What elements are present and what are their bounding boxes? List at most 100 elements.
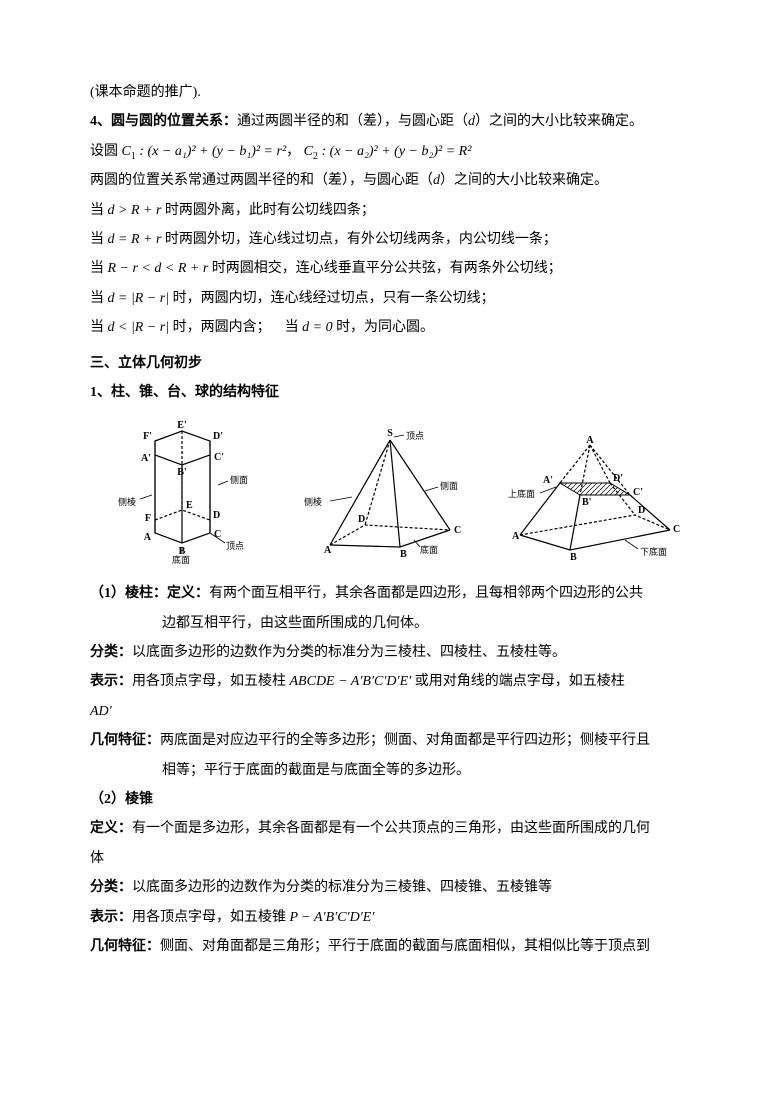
heading-sub-1: 1、柱、锥、台、球的结构特征 — [90, 378, 690, 407]
figure-prism: F' E' D' A' B' C' F E D A B C 侧面 侧棱 顶点 底… — [90, 415, 290, 565]
text-line: 当 d = R + r 时两圆外切，连心线过切点，有外公切线两条，内公切线一条； — [90, 225, 690, 254]
text: 当 — [90, 203, 104, 218]
text: 时两圆相交，连心线垂直平分公共弦，有两条外公切线； — [212, 261, 562, 276]
svg-text:F: F — [145, 513, 151, 524]
label-feature: 几何特征： — [90, 733, 160, 748]
text-line: 当 d > R + r 时两圆外离，此时有公切线四条； — [90, 196, 690, 225]
math: d > R + r — [108, 203, 162, 218]
text-line: 分类：以底面多边形的边数作为分类的标准分为三棱锥、四棱锥、五棱锥等 — [90, 873, 690, 902]
text-line: (课本命题的推广). — [90, 78, 690, 107]
text-line: 表示：用各顶点字母，如五棱柱 ABCDE − A′B′C′D′E′ 或用对角线的… — [90, 667, 690, 696]
svg-text:侧面: 侧面 — [440, 480, 458, 491]
math: d = |R − r| — [108, 291, 170, 306]
text: ）之间的大小比较来确定。 — [440, 173, 608, 188]
text-line: 当 d = |R − r| 时，两圆内切，连心线经过切点，只有一条公切线； — [90, 284, 690, 313]
label-notation: 表示： — [90, 674, 132, 689]
svg-text:顶点: 顶点 — [226, 541, 244, 551]
svg-text:下底面: 下底面 — [640, 546, 667, 557]
text: ， — [286, 144, 300, 159]
svg-text:底面: 底面 — [172, 554, 190, 565]
svg-text:C: C — [673, 524, 680, 535]
text: 有两个面互相平行，其余各面都是四边形，且每相邻两个四边形的公共 — [209, 586, 643, 601]
math-prism2: AD′ — [90, 704, 112, 719]
text: 时两圆外离，此时有公切线四条； — [165, 203, 375, 218]
svg-text:侧棱: 侧棱 — [304, 496, 322, 507]
svg-text:C': C' — [633, 487, 643, 498]
text: 设圆 — [90, 144, 118, 159]
math: d = R + r — [108, 232, 162, 247]
text-line: 当 R − r < d < R + r 时两圆相交，连心线垂直平分公共弦，有两条… — [90, 254, 690, 283]
text-line-indent: 边都互相平行，由这些面所围成的几何体。 — [90, 609, 690, 638]
svg-text:C': C' — [214, 452, 224, 463]
text: 用各顶点字母，如五棱柱 — [132, 674, 286, 689]
svg-text:B: B — [570, 552, 577, 563]
svg-text:底面: 底面 — [420, 544, 438, 555]
math-d: d — [433, 173, 440, 188]
svg-text:C: C — [454, 525, 461, 536]
math: R − r < d < R + r — [108, 261, 209, 276]
text-line: 两圆的位置关系常通过两圆半径的和（差），与圆心距（d）之间的大小比较来确定。 — [90, 166, 690, 195]
svg-text:A': A' — [543, 475, 553, 486]
text: 当 — [90, 320, 104, 335]
label-classify: 分类： — [90, 645, 132, 660]
math-d: d — [468, 114, 475, 129]
text: 当 — [90, 232, 104, 247]
label-classify: 分类： — [90, 880, 132, 895]
document-page: (课本命题的推广). 4、圆与圆的位置关系：通过两圆半径的和（差），与圆心距（d… — [0, 0, 780, 1103]
math-pyramid: P − A′B′C′D′E′ — [290, 910, 375, 925]
svg-text:B': B' — [177, 467, 187, 478]
svg-text:D': D' — [213, 431, 223, 442]
text-line: 设圆 C1 : (x − a₁)² + (y − b₁)² = r²， C2 :… — [90, 137, 690, 166]
text: 或用对角线的端点字母，如五棱柱 — [415, 674, 625, 689]
heading-section-3: 三、立体几何初步 — [90, 349, 690, 378]
text-line: 表示：用各顶点字母，如五棱锥 P − A′B′C′D′E′ — [90, 903, 690, 932]
text-line-indent: 相等；平行于底面的截面是与底面全等的多边形。 — [90, 756, 690, 785]
text: 以底面多边形的边数作为分类的标准分为三棱锥、四棱锥、五棱锥等 — [132, 880, 552, 895]
svg-text:侧棱: 侧棱 — [118, 496, 136, 507]
text: 两底面是对应边平行的全等多边形；侧面、对角面都是平行四边形；侧棱平行且 — [160, 733, 650, 748]
svg-text:E: E — [186, 500, 193, 511]
text: 时，两圆内含； 当 — [173, 320, 299, 335]
text-line: 当 d < |R − r| 时，两圆内含； 当 d = 0 时，为同心圆。 — [90, 313, 690, 342]
text-line: 体 — [90, 844, 690, 873]
label-define: 定义： — [90, 821, 132, 836]
svg-text:B': B' — [582, 497, 592, 508]
svg-text:F': F' — [143, 431, 152, 442]
svg-text:B: B — [400, 549, 407, 560]
label-notation: 表示： — [90, 910, 132, 925]
figure-pyramid: S A B C D 顶点 侧面 侧棱 底面 — [290, 425, 490, 565]
svg-text:D: D — [638, 505, 645, 516]
text-line: 几何特征：两底面是对应边平行的全等多边形；侧面、对角面都是平行四边形；侧棱平行且 — [90, 726, 690, 755]
text-line: 几何特征：侧面、对角面都是三角形；平行于底面的截面与底面相似，其相似比等于顶点到 — [90, 932, 690, 961]
text: 时，两圆内切，连心线经过切点，只有一条公切线； — [173, 291, 495, 306]
heading-4: 4、圆与圆的位置关系： — [90, 114, 237, 129]
item-2-pyramid: （2）棱锥 — [90, 785, 690, 814]
math: d = 0 — [302, 320, 332, 335]
text-line: AD′ — [90, 697, 690, 726]
svg-text:A: A — [586, 435, 594, 446]
text-line: （1）棱柱：定义：有两个面互相平行，其余各面都是四边形，且每相邻两个四边形的公共 — [90, 579, 690, 608]
math: d < |R − r| — [108, 320, 170, 335]
svg-text:D: D — [358, 514, 365, 525]
math-c2: C2 : (x − a₂)² + (y − b₂)² = R² — [304, 144, 472, 159]
figure-frustum: A A' D' C' B' A B C D 上底面 下底面 — [490, 435, 690, 565]
svg-text:A: A — [144, 532, 152, 543]
text: 以底面多边形的边数作为分类的标准分为三棱柱、四棱柱、五棱柱等。 — [132, 645, 566, 660]
text: 用各顶点字母，如五棱锥 — [132, 910, 286, 925]
svg-text:顶点: 顶点 — [406, 431, 424, 441]
text: 两圆的位置关系常通过两圆半径的和（差），与圆心距（ — [90, 173, 433, 188]
svg-text:A': A' — [141, 453, 151, 464]
text-line: 4、圆与圆的位置关系：通过两圆半径的和（差），与圆心距（d）之间的大小比较来确定… — [90, 107, 690, 136]
svg-text:D': D' — [613, 473, 623, 484]
math-prism: ABCDE − A′B′C′D′E′ — [290, 674, 412, 689]
text: 时两圆外切，连心线过切点，有外公切线两条，内公切线一条； — [165, 232, 557, 247]
item-1-prism: （1）棱柱：定义： — [90, 586, 209, 601]
svg-text:E': E' — [177, 420, 187, 431]
text: 当 — [90, 261, 104, 276]
svg-text:S: S — [387, 428, 393, 439]
svg-text:A: A — [512, 531, 520, 542]
figure-row: F' E' D' A' B' C' F E D A B C 侧面 侧棱 顶点 底… — [90, 415, 690, 565]
math-c1: C1 : (x − a₁)² + (y − b₁)² = r² — [122, 144, 287, 159]
label-feature: 几何特征： — [90, 939, 160, 954]
text: 有一个面是多边形，其余各面都是有一个公共顶点的三角形，由这些面所围成的几何 — [132, 821, 650, 836]
